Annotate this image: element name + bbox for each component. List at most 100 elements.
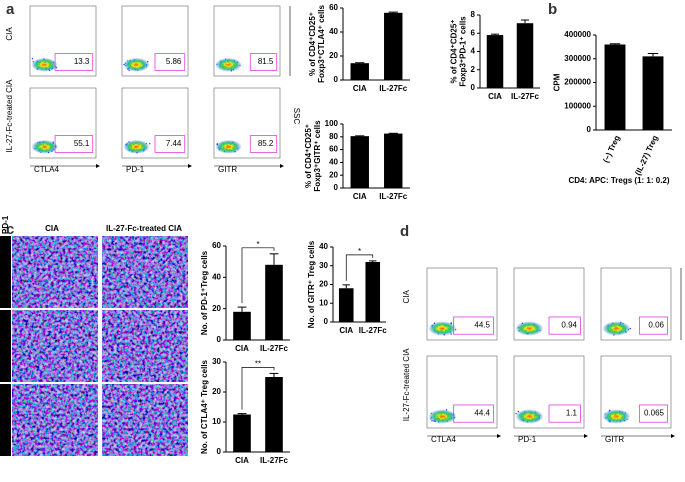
gate-value: 55.1 [74,139,90,148]
flow-event [527,411,530,414]
row-label: IL-27-Fc-treated CIA [402,348,411,422]
gate [249,135,278,153]
flow-event [538,418,540,420]
flow-event [134,142,137,144]
flow-event [138,148,141,150]
flow-event [216,63,218,66]
stain-strip [0,310,11,382]
flow-event [130,148,132,150]
flow-event [448,325,450,327]
flow-event [128,67,130,69]
flow-event [606,326,609,328]
flow-event [450,416,453,419]
flow-event [619,420,622,422]
flow-event [45,65,47,68]
flow-event [438,419,441,422]
flow-event [437,414,440,416]
flow-event [442,325,444,328]
flow-event [620,324,623,326]
flow-event [232,60,235,62]
flow-event [529,327,532,329]
flow-event [39,141,41,143]
flow-event [520,414,523,417]
gate-value: 81.5 [258,57,274,66]
flow-event [142,63,144,65]
flow-event [134,144,137,146]
flow-event [40,151,42,153]
flow-event [232,61,234,63]
y-tick-label: 40 [319,242,328,251]
gate-value: 0.94 [561,321,577,330]
flow-event [140,67,142,70]
flow-event [612,417,615,419]
flow-event [52,61,55,64]
flow-event [35,62,38,64]
x-axis-label: GITR [605,435,624,444]
significance-bracket [241,367,275,410]
bar [384,12,403,80]
flow-event [611,327,613,330]
flow-event [439,415,442,418]
flow-event [228,59,231,61]
flow-event [224,66,227,68]
y-tick-label: 2 [471,65,476,74]
stain-label: Foxp3 [1,237,10,261]
y-tick-label: 0 [217,335,222,344]
flow-event [40,63,42,65]
flow-event [525,414,528,416]
caption: CD4: APC: Tregs (1: 1: 0.2) [568,176,669,185]
micrograph [102,236,188,308]
y-tick-label: 40 [329,27,338,36]
stain-label: CD4 [1,289,10,306]
flow-event [431,325,433,327]
flow-event [430,418,432,420]
flow-event [449,327,452,330]
flow-event [438,331,440,334]
gate [54,53,94,71]
flow-event [225,144,227,147]
flow-event [220,60,222,62]
flow-event [607,328,609,330]
flow-event [132,60,135,62]
flow-event [141,66,144,68]
flow-event [43,65,46,67]
flow-event [129,64,131,67]
flow-event [528,328,531,331]
flow-event [125,144,127,146]
flow-event [529,416,531,419]
flow-event [441,414,443,416]
arrow-head [584,434,588,438]
flow-event [52,144,54,147]
flow-event [526,327,529,329]
bar [516,23,534,88]
flow-event [520,413,523,415]
y-tick-label: 60 [329,3,338,12]
x-axis-label: PD-1 [126,165,145,174]
flow-event [42,63,45,66]
flow-event [224,146,227,148]
flow-event [220,145,223,148]
flow-event [527,324,529,327]
flow-event [233,61,236,63]
flow-event [223,143,225,145]
flow-event [520,329,522,331]
flow-event [530,325,533,328]
gate [154,135,186,153]
flow-event [523,415,525,417]
flow-event [232,69,235,71]
flow-event [222,146,225,148]
flow-event [612,329,614,332]
flow-event [134,146,136,148]
flow-event [610,416,613,418]
panel-label: d [400,223,409,240]
flow-event [438,413,440,415]
stain-label: CD25 [1,413,10,434]
y-tick-label: 40 [212,272,221,281]
flow-event [530,329,533,332]
flow-event [129,143,131,145]
flow-event [526,421,529,423]
flow-event [539,329,541,332]
flow-event [139,65,142,67]
flow-event [434,328,436,330]
flow-event [441,330,443,332]
